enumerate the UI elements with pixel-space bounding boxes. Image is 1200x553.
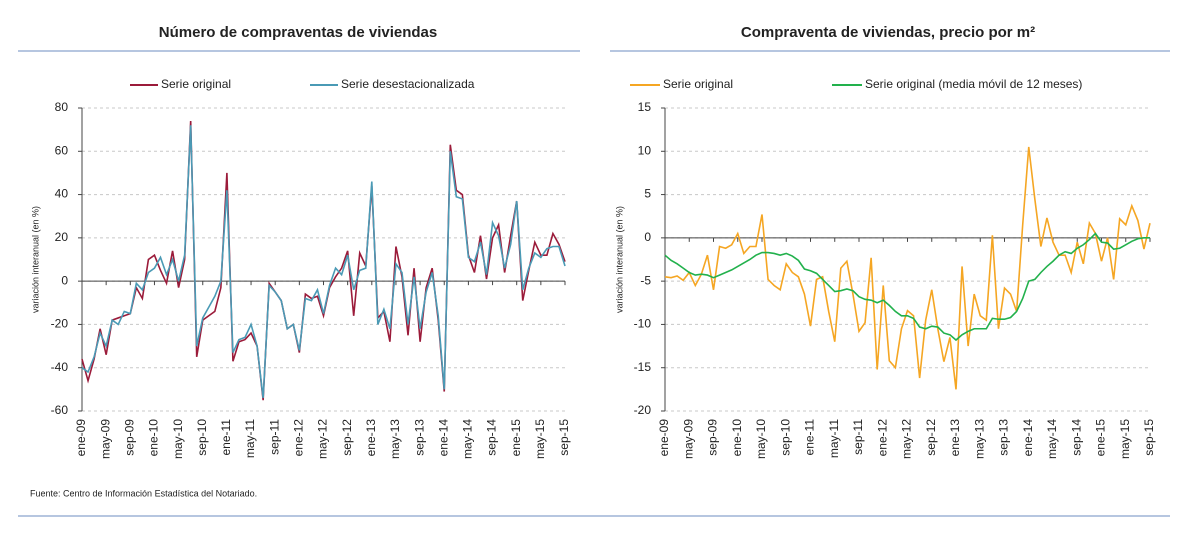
y-tick-label: 60 <box>55 143 69 157</box>
x-tick-label: ene-12 <box>292 419 306 457</box>
y-tick-label: 0 <box>61 273 68 287</box>
legend-label: Serie desestacionalizada <box>341 77 475 91</box>
legend-label: Serie original (media móvil de 12 meses) <box>865 77 1082 91</box>
y-axis-label: variación interanual (en %) <box>614 206 624 313</box>
x-tick-label: ene-12 <box>875 419 889 457</box>
x-tick-label: sep-14 <box>1069 419 1083 456</box>
y-tick-label: -40 <box>51 360 69 374</box>
x-tick-label: ene-13 <box>364 419 378 457</box>
x-tick-label: may-13 <box>972 419 986 459</box>
x-tick-label: sep-11 <box>851 419 865 455</box>
x-tick-label: may-10 <box>171 419 185 459</box>
series-line <box>81 125 566 399</box>
y-tick-label: 40 <box>55 187 69 201</box>
y-tick-label: -15 <box>634 360 652 374</box>
y-tick-label: 15 <box>638 100 652 114</box>
y-tick-label: 0 <box>644 230 651 244</box>
x-tick-label: sep-12 <box>340 419 354 456</box>
x-tick-label: may-09 <box>98 419 112 459</box>
x-tick-label: sep-12 <box>924 419 938 456</box>
x-tick-label: sep-10 <box>195 419 209 456</box>
legend-label: Serie original <box>161 77 231 91</box>
x-tick-label: sep-09 <box>122 419 136 456</box>
x-tick-label: may-14 <box>1045 419 1059 459</box>
x-tick-label: may-09 <box>681 419 695 459</box>
chart-title: Compraventa de viviendas, precio por m² <box>741 24 1035 41</box>
x-tick-label: may-10 <box>754 419 768 459</box>
x-tick-label: ene-11 <box>219 419 233 456</box>
x-tick-label: ene-14 <box>1021 419 1035 457</box>
x-tick-label: ene-10 <box>730 419 744 457</box>
y-tick-label: -5 <box>640 273 651 287</box>
x-tick-label: may-15 <box>533 419 547 459</box>
x-tick-label: may-11 <box>243 419 257 458</box>
legend-label: Serie original <box>663 77 733 91</box>
x-tick-label: ene-13 <box>948 419 962 457</box>
x-tick-label: sep-13 <box>997 419 1011 456</box>
footnote: Fuente: Centro de Información Estadístic… <box>30 488 257 498</box>
y-tick-label: 10 <box>638 143 652 157</box>
y-tick-label: -10 <box>634 317 652 331</box>
x-tick-label: may-15 <box>1118 419 1132 459</box>
series-line <box>664 232 1150 342</box>
x-tick-label: sep-13 <box>412 419 426 456</box>
x-tick-label: sep-11 <box>267 419 281 455</box>
y-axis-label: variación interanual (en %) <box>30 206 40 313</box>
x-tick-label: sep-15 <box>1142 419 1156 456</box>
y-tick-label: -20 <box>634 403 652 417</box>
x-tick-label: ene-14 <box>436 419 450 457</box>
x-tick-label: ene-10 <box>147 419 161 457</box>
x-tick-label: ene-11 <box>803 419 817 456</box>
x-tick-label: may-13 <box>388 419 402 459</box>
y-tick-label: 5 <box>644 187 651 201</box>
series-line <box>81 120 566 401</box>
x-tick-label: ene-15 <box>509 419 523 457</box>
x-tick-label: ene-09 <box>74 419 88 457</box>
x-tick-label: ene-09 <box>657 419 671 457</box>
y-tick-label: 20 <box>55 230 69 244</box>
x-tick-label: ene-15 <box>1094 419 1108 457</box>
x-tick-label: sep-10 <box>778 419 792 456</box>
y-tick-label: 80 <box>55 100 69 114</box>
x-tick-label: may-14 <box>461 419 475 459</box>
x-tick-label: may-12 <box>900 419 914 459</box>
x-tick-label: sep-09 <box>706 419 720 456</box>
x-tick-label: may-11 <box>827 419 841 458</box>
y-tick-label: -20 <box>51 317 69 331</box>
x-tick-label: sep-15 <box>557 419 571 456</box>
x-tick-label: sep-14 <box>485 419 499 456</box>
chart-title: Número de compraventas de viviendas <box>159 24 437 41</box>
y-tick-label: -60 <box>51 403 69 417</box>
x-tick-label: may-12 <box>316 419 330 459</box>
series-line <box>664 146 1151 390</box>
